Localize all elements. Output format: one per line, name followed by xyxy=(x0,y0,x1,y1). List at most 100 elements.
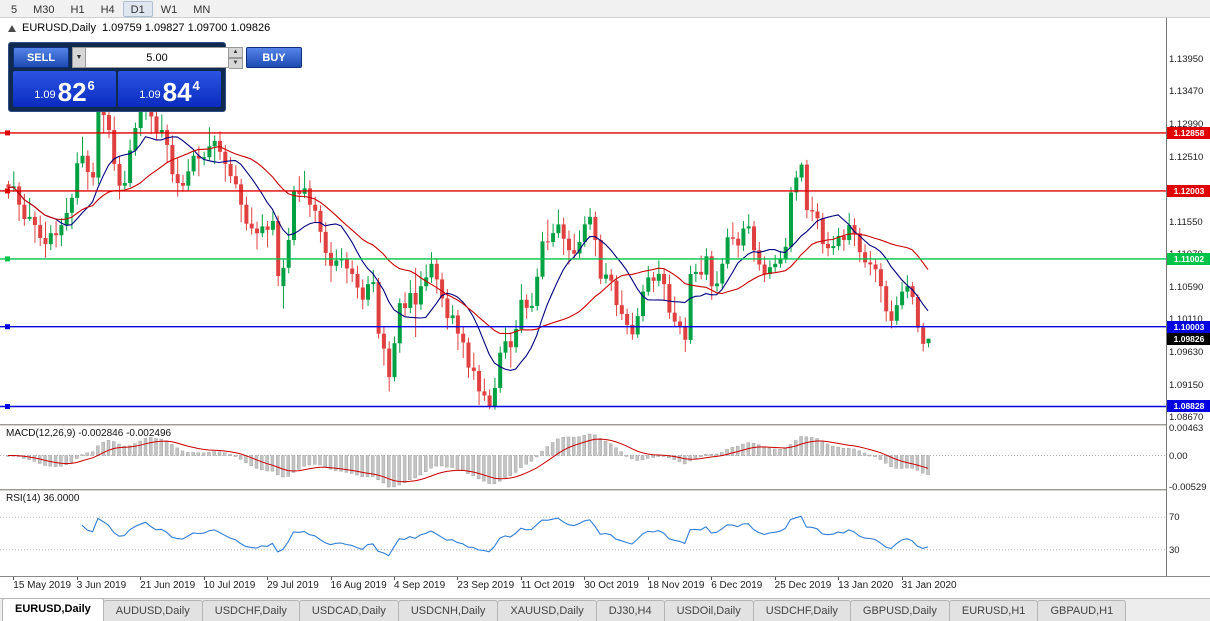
candle xyxy=(561,224,566,239)
timeframe-button-m30[interactable]: M30 xyxy=(33,3,55,16)
tab-label: EURUSD,H1 xyxy=(961,605,1026,617)
level-line-handle[interactable] xyxy=(5,404,10,409)
panel-divider[interactable] xyxy=(0,424,1210,426)
macd-panel-canvas[interactable] xyxy=(0,426,1166,489)
candle xyxy=(556,224,561,234)
time-axis-label: 25 Dec 2019 xyxy=(774,580,832,591)
tab-label: GBPAUD,H1 xyxy=(1050,605,1114,617)
candle xyxy=(159,130,164,134)
level-line-handle[interactable] xyxy=(5,188,10,194)
buy-price-main: 84 xyxy=(162,77,192,107)
candle xyxy=(43,238,48,245)
time-axis-tick xyxy=(457,577,459,580)
candle xyxy=(693,271,698,274)
chart-bottom-frame xyxy=(0,576,1210,577)
tab-usdchf-daily[interactable]: USDCHF,Daily xyxy=(201,600,300,621)
price-axis-label: 1.09630 xyxy=(1169,347,1204,359)
tab-xauusd-daily[interactable]: XAUUSD,Daily xyxy=(497,600,597,621)
time-axis-label: 11 Oct 2019 xyxy=(520,580,575,591)
tab-usdoil-daily[interactable]: USDOil,Daily xyxy=(663,600,754,621)
timeframe-button-mn[interactable]: MN xyxy=(193,3,211,16)
volume-dropdown-button[interactable]: ▼ xyxy=(72,47,86,68)
candle xyxy=(715,283,719,287)
candle xyxy=(762,264,767,274)
candle xyxy=(461,333,466,343)
candle xyxy=(85,155,90,173)
candle xyxy=(863,252,868,263)
candle xyxy=(910,286,915,298)
candle xyxy=(223,151,228,164)
time-axis-label: 30 Oct 2019 xyxy=(584,580,639,591)
panel-divider[interactable] xyxy=(0,489,1210,491)
level-line-handle[interactable] xyxy=(5,324,10,330)
timeframe-button-d1[interactable]: D1 xyxy=(122,0,153,17)
candle xyxy=(857,233,862,253)
sell-button[interactable]: SELL xyxy=(13,47,69,68)
ohlc-values: 1.09759 1.09827 1.09700 1.09826 xyxy=(101,22,271,34)
timeframe-button-w1[interactable]: W1 xyxy=(160,3,178,16)
candle xyxy=(582,224,587,243)
candle xyxy=(27,216,32,219)
candle xyxy=(292,191,296,240)
candle xyxy=(408,293,413,308)
candle xyxy=(487,395,492,407)
time-axis-label: 29 Jul 2019 xyxy=(267,580,319,591)
candle xyxy=(545,241,550,243)
price-scale[interactable]: 1.139501.134701.129901.125101.120301.115… xyxy=(1166,18,1210,576)
level-line-handle[interactable] xyxy=(5,130,10,136)
level-line-handle[interactable] xyxy=(5,256,10,262)
candle xyxy=(662,274,667,285)
candle xyxy=(270,221,275,230)
candle xyxy=(635,316,640,335)
candle xyxy=(873,264,878,270)
tab-gbpusd-daily[interactable]: GBPUSD,Daily xyxy=(849,600,950,621)
tab-usdcad-daily[interactable]: USDCAD,Daily xyxy=(298,600,399,621)
candle xyxy=(820,218,825,245)
candle xyxy=(91,172,96,178)
sell-price-tile[interactable]: 1.09 82 6 xyxy=(13,71,116,107)
time-axis-label: 31 Jan 2020 xyxy=(901,580,957,591)
candle xyxy=(625,314,630,325)
candle xyxy=(38,225,43,238)
horizontal-level-lines[interactable] xyxy=(0,130,1166,409)
candle xyxy=(323,231,328,253)
candle xyxy=(418,286,423,305)
timeframe-button-5[interactable]: 5 xyxy=(11,3,18,16)
time-scale[interactable]: 15 May 2019 3 Jun 2019 21 Jun 2019 10 Jul 2… xyxy=(0,577,1166,592)
candle xyxy=(778,259,783,264)
candle xyxy=(122,183,127,186)
tab-gbpaud-h1[interactable]: GBPAUD,H1 xyxy=(1037,600,1127,621)
timeframe-button-h4[interactable]: H4 xyxy=(100,3,115,16)
tab-usdcnh-daily[interactable]: USDCNH,Daily xyxy=(397,600,499,621)
buy-price-sup: 4 xyxy=(192,78,200,93)
candle xyxy=(678,321,682,327)
tab-dj30-h4[interactable]: DJ30,H4 xyxy=(595,600,665,621)
tab-label: USDCNH,Daily xyxy=(410,605,486,617)
tab-usdchf-daily[interactable]: USDCHF,Daily xyxy=(752,600,851,621)
tab-eurusd-daily[interactable]: EURUSD,Daily xyxy=(2,598,104,621)
volume-decrease-button[interactable]: ▼ xyxy=(229,58,243,69)
timeframe-button-h1[interactable]: H1 xyxy=(70,3,85,16)
time-axis-label: 15 May 2019 xyxy=(13,580,72,591)
rsi-line xyxy=(81,515,929,557)
candle xyxy=(577,242,582,254)
candle xyxy=(360,287,365,300)
tab-audusd-daily[interactable]: AUDUSD,Daily xyxy=(102,600,203,621)
buy-button[interactable]: BUY xyxy=(246,47,302,68)
candle xyxy=(656,274,661,281)
volume-input[interactable] xyxy=(86,47,229,68)
tab-label: USDOil,Daily xyxy=(676,605,741,617)
rsi-panel-canvas[interactable] xyxy=(0,491,1166,576)
time-axis-label: 13 Jan 2020 xyxy=(838,580,894,591)
buy-price-tile[interactable]: 1.09 84 4 xyxy=(118,71,221,107)
candle xyxy=(847,225,852,240)
tab-label: USDCHF,Daily xyxy=(765,605,838,617)
time-axis-tick xyxy=(13,577,15,580)
candle xyxy=(455,315,460,334)
volume-increase-button[interactable]: ▲ xyxy=(229,47,243,58)
tab-eurusd-h1[interactable]: EURUSD,H1 xyxy=(948,600,1039,621)
price-axis-label: 1.10110 xyxy=(1169,314,1203,325)
candle xyxy=(482,391,487,396)
candle xyxy=(572,250,577,254)
price-level-badge: 1.10003 xyxy=(1167,320,1210,333)
